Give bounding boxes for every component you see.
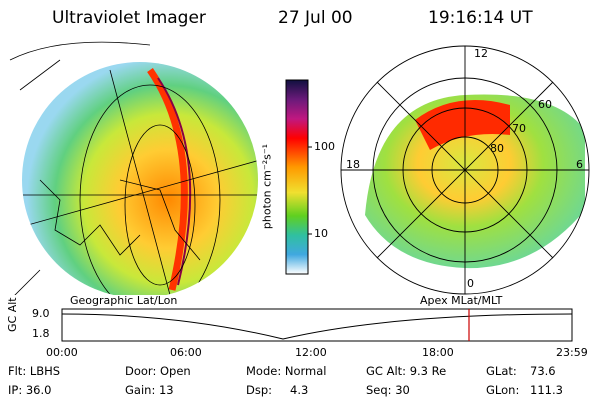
dsp-label: Dsp:	[246, 383, 273, 397]
colorbar-unit-label: photon cm⁻²s⁻¹	[260, 143, 274, 230]
mlt-label-12: 12	[474, 47, 488, 60]
timeline-frame	[61, 308, 573, 342]
mlat-label-70: 70	[512, 122, 526, 135]
terminator-line	[157, 77, 192, 286]
ip-info: IP: 36.0	[8, 383, 52, 397]
mlt-label-0: 0	[467, 277, 474, 290]
polar-plot	[340, 45, 590, 295]
auroral-emission	[365, 94, 585, 269]
dayside-limb-emission	[147, 68, 188, 291]
gc-alt-info: GC Alt: 9.3 Re	[366, 364, 447, 378]
timeline-ytick-max: 9.0	[32, 307, 50, 320]
date-label: 27 Jul 00	[278, 8, 353, 28]
time-label: 19:16:14 UT	[428, 8, 533, 28]
timeline-xtick: 18:00	[422, 346, 454, 359]
auroral-oval-peak	[415, 100, 510, 150]
altitude-curve	[61, 313, 573, 340]
timeline-ylabel: GC Alt	[6, 297, 19, 332]
lat-line	[124, 124, 196, 286]
timeline-ytick-min: 1.8	[32, 327, 50, 340]
glon-label: GLon:	[486, 383, 520, 397]
coastline	[39, 179, 201, 261]
colorbar-tick-10: 10	[314, 227, 328, 240]
mlt-diagonal	[376, 81, 554, 259]
mlat-label-60: 60	[538, 98, 552, 111]
glon-value: 111.3	[530, 383, 563, 397]
colorbar-tick-100: 100	[314, 140, 335, 153]
dsp-value: 4.3	[290, 383, 309, 397]
lat-line	[79, 84, 221, 295]
seq-info: Seq: 30	[366, 383, 410, 397]
right-panel-caption: Apex MLat/MLT	[420, 294, 503, 307]
mlt-label-18: 18	[346, 158, 360, 171]
mlat-label-80: 80	[490, 142, 504, 155]
grid-overlay	[9, 41, 151, 295]
colorbar	[285, 79, 312, 275]
mode-info: Mode: Normal	[246, 364, 327, 378]
glat-label: GLat:	[486, 364, 517, 378]
instrument-title: Ultraviolet Imager	[52, 8, 206, 28]
gain-info: Gain: 13	[125, 383, 174, 397]
earth-disc	[22, 62, 258, 295]
lon-line	[22, 159, 258, 231]
timeline-xtick: 06:00	[170, 346, 202, 359]
glat-value: 73.6	[530, 364, 556, 378]
colorbar-scale	[285, 79, 309, 275]
left-panel-caption: Geographic Lat/Lon	[70, 294, 178, 307]
orbit-altitude-timeline	[61, 308, 573, 342]
mlt-label-6: 6	[576, 158, 583, 171]
door-info: Door: Open	[125, 364, 191, 378]
timeline-xtick: 23:59	[556, 346, 588, 359]
lon-line	[109, 69, 171, 295]
filter-info: Flt: LBHS	[8, 364, 61, 378]
geographic-image	[9, 41, 258, 295]
timeline-xtick: 00:00	[46, 346, 78, 359]
timeline-xtick: 12:00	[295, 346, 327, 359]
